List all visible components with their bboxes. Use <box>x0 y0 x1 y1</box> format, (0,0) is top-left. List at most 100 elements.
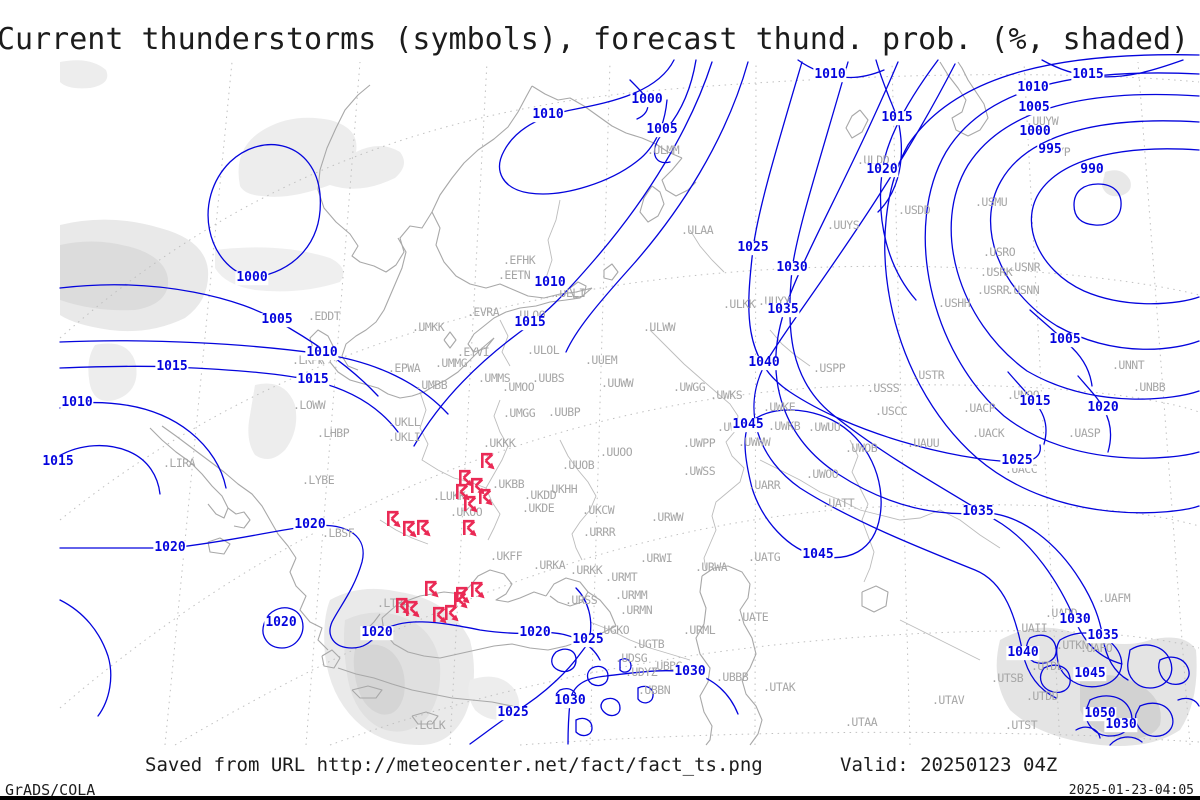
station-label: .EYVI <box>457 345 490 359</box>
station-label: .UTKN <box>1056 638 1089 652</box>
station-label: .UUBP <box>548 405 581 419</box>
isobar-label: 1000 <box>630 92 664 108</box>
station-label: .EVRA <box>467 305 500 319</box>
isobar-label: 1035 <box>766 302 800 318</box>
station-label: .URWI <box>640 551 673 565</box>
isobar-label: 1030 <box>775 260 809 276</box>
station-label: .ULWW <box>643 320 676 334</box>
bottom-edge-bar <box>0 796 1200 800</box>
isobar-label: 1000 <box>235 270 269 286</box>
thunderstorm-icon <box>453 590 471 610</box>
station-label: .UUOB <box>562 458 595 472</box>
isobar-label: 1040 <box>1006 645 1040 661</box>
station-label: .UKOO <box>450 505 483 519</box>
station-label: .UAFO <box>1080 641 1113 655</box>
station-label: .UNOO <box>1007 389 1040 402</box>
station-label: .USSS <box>867 381 900 395</box>
station-label: .UACP <box>963 401 996 415</box>
station-label: .URKA <box>533 558 566 572</box>
station-label: .UBBB <box>716 670 749 684</box>
station-label: .UWPP <box>683 436 716 450</box>
isobar-label: 1010 <box>60 395 94 411</box>
thunderstorm-icon <box>470 580 488 600</box>
station-label: .UBBN <box>638 683 671 697</box>
station-label: .UMBB <box>415 378 448 392</box>
station-label: .UWSS <box>683 464 716 478</box>
isobar-label: 1020 <box>865 162 899 178</box>
station-label: .EETN <box>498 268 531 282</box>
station-label: .UTAV <box>932 693 965 707</box>
station-label: .UNNT <box>1112 358 1145 372</box>
thunderstorm-icon <box>386 509 404 529</box>
station-label: .LHBP <box>317 426 350 440</box>
station-label: .UACK <box>972 426 1005 440</box>
isobar-label: 1035 <box>961 504 995 520</box>
station-label: .LOWW <box>293 398 326 412</box>
thunderstorm-icon <box>462 518 480 538</box>
station-label: .UKDE <box>522 501 555 515</box>
station-label: .UGKO <box>597 623 630 637</box>
station-label: .USHH <box>938 296 971 310</box>
station-label: .UKFF <box>490 549 523 563</box>
isobar-label: 1020 <box>360 625 394 641</box>
station-label: .UKLI <box>388 430 421 444</box>
station-label: .LUKK <box>433 489 466 503</box>
station-label: .UWWW <box>738 435 771 449</box>
station-label: .EDDT <box>308 309 341 323</box>
station-label: .URWW <box>651 510 684 524</box>
station-label: .ULAA <box>681 223 714 237</box>
isobar-label: 1005 <box>1048 332 1082 348</box>
isobar-label: 1025 <box>1000 453 1034 469</box>
footer-line: Saved from URL http://meteocenter.net/fa… <box>0 754 1200 776</box>
isobar-label: 1020 <box>518 625 552 641</box>
isobar-label: 1005 <box>645 122 679 138</box>
station-label: .UNBB <box>1133 380 1166 394</box>
station-label: .ULMM <box>647 143 680 157</box>
station-label: .URML <box>683 623 716 637</box>
station-label: .UWKE <box>763 400 796 414</box>
isobar-label: 1030 <box>673 664 707 680</box>
station-label: .UUWW <box>601 376 634 390</box>
station-label: .USTR <box>912 368 945 382</box>
isobar-label: 1015 <box>41 454 75 470</box>
station-label: .UTDD <box>1026 689 1059 703</box>
isobar-label: 1050 <box>1083 706 1117 722</box>
station-label: .UMMG <box>435 356 468 370</box>
station-label: .UMGG <box>503 406 536 420</box>
station-label: .USNR <box>1008 260 1041 274</box>
isobar-label: 1010 <box>1016 80 1050 96</box>
isobar-label: 1010 <box>813 67 847 83</box>
isobar-label: 1020 <box>264 615 298 631</box>
isobar-label: 1045 <box>1073 666 1107 682</box>
valid-time-text: Valid: 20250123 04Z <box>840 754 1058 776</box>
thunderstorm-icon <box>432 605 450 625</box>
station-label: .URMM <box>615 588 648 602</box>
station-label: .UWKB <box>768 419 801 433</box>
station-label: .UMKK <box>412 320 445 334</box>
isobar-label: 1005 <box>1017 100 1051 116</box>
isobar-label: 1030 <box>1058 612 1092 628</box>
map-title: Current thunderstorms (symbols), forecas… <box>0 22 1190 57</box>
station-label: .ULOO <box>513 308 546 322</box>
station-label: .UUYY <box>758 294 791 308</box>
isobar-label: 1015 <box>880 110 914 126</box>
station-label: .UDYZ <box>625 665 658 679</box>
thunderstorm-icon <box>444 603 462 623</box>
isobar-label: 1020 <box>293 517 327 533</box>
isobar-label: 1005 <box>260 312 294 328</box>
station-label: .UADD <box>1045 607 1078 620</box>
station-label: .URRR <box>583 525 616 539</box>
thunderstorm-icon <box>478 487 496 507</box>
generation-timestamp: 2025-01-23-04:05 <box>1068 783 1194 798</box>
isobar-label: 1020 <box>153 540 187 556</box>
station-label: .UTAA <box>845 715 878 729</box>
station-label: .UWGG <box>673 380 706 394</box>
station-label: .UARR <box>748 478 781 492</box>
station-label: .URWA <box>695 560 728 574</box>
station-label: .USMU <box>975 195 1008 209</box>
station-label: .USCC <box>875 404 908 418</box>
station-label: .UAII <box>1015 621 1048 635</box>
station-label: .UUOO <box>600 445 633 459</box>
station-label: .UWOO <box>806 467 839 481</box>
station-label: .UUYW <box>1026 114 1059 128</box>
